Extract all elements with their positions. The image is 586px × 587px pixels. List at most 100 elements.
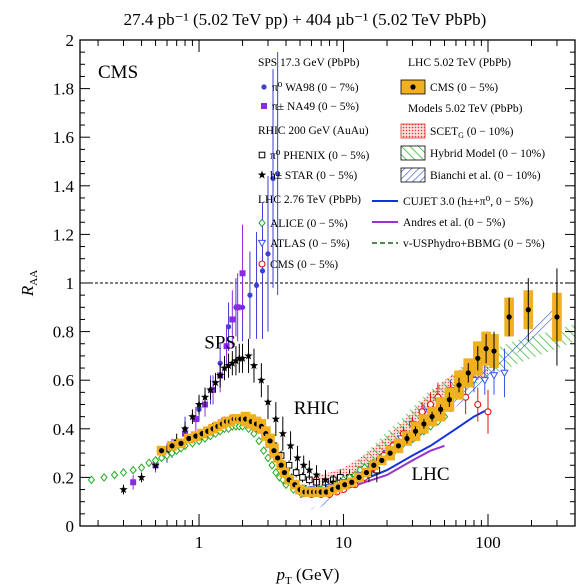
data-point [335,484,341,490]
y-tick-label: 1.2 [53,225,74,244]
legend-marker-star [257,170,267,179]
data-point [474,400,482,409]
data-point [168,448,176,458]
data-point [267,438,273,444]
data-point [321,475,330,484]
legend-swatch-bianchi [400,167,426,183]
data-point [119,485,128,494]
data-point [421,421,427,427]
y-tick-label: 0.8 [53,323,74,342]
legend-label-hybrid: Hybrid Model (0 − 10%) [430,148,545,160]
legend-marker-alice [258,218,266,228]
data-point [223,343,230,350]
data-point [235,353,244,362]
data-point [292,469,300,476]
legend-label-scet: SCETG (0 − 10%) [430,126,514,140]
data-point [231,356,241,365]
legend-label-scet-sub: G [458,131,464,140]
data-point [215,370,225,379]
data-point [286,441,295,450]
legend-label-cujet: CUJET 3.0 (h±+π⁰, 0 − 5%) [403,196,533,208]
legend-marker-atlas [257,239,267,248]
legend-label-andres: Andres et al. (0 − 5%) [403,217,505,229]
legend-label-vusp: v-USPhydro+BBMG (0 − 5%) [403,238,545,250]
data-point [349,479,355,485]
data-point [224,361,233,370]
data-point [387,450,393,456]
y-tick-label: 0.2 [53,468,74,487]
legend-heading-rhic: RHIC 200 GeV (AuAu) [258,125,369,137]
legend-label-scet-suffix: (0 − 10%) [464,126,514,138]
legend-marker-cms502 [410,84,416,90]
legend-label-cms276: CMS (0 − 5%) [270,259,338,271]
data-point [265,251,271,257]
data-point [305,465,314,474]
data-point [299,460,308,469]
data-point [371,462,377,468]
data-point [278,462,284,468]
legend-label-scet-main: SCET [430,126,458,138]
data-point [110,470,119,480]
data-point [404,435,410,442]
x-tick-label: 100 [475,533,501,552]
y-tick-label: 1.8 [53,80,74,99]
data-point [186,435,192,442]
data-point [228,358,237,367]
legend-box-frame [400,79,426,95]
data-point [395,443,402,449]
data-point [157,453,166,463]
x-axis-label: pT (GeV) [276,565,340,587]
data-point [225,324,232,330]
legend-swatch-hybrid [400,145,426,161]
data-point [329,477,338,486]
data-point [272,468,280,477]
data-point [281,469,288,476]
data-point [206,385,215,394]
data-point [253,282,260,289]
y-tick-label: 1.4 [53,177,75,196]
data-point [456,382,462,388]
data-point [234,304,241,311]
data-point [500,369,509,378]
x-tick-label: 10 [335,533,352,552]
chart-title: 27.4 pb⁻¹ (5.02 TeV pp) + 404 µb⁻¹ (5.02… [124,10,487,29]
data-point [418,408,426,416]
data-point [554,314,560,320]
data-point [475,355,481,361]
data-point [489,372,499,380]
data-point [426,400,435,409]
y-axis-label: RAA [18,270,40,297]
data-point [285,461,293,469]
data-point [255,436,263,446]
data-point [169,443,175,449]
region-label: RHIC [294,398,339,419]
y-tick-label: 1 [66,274,75,293]
data-point [194,400,204,409]
data-point [229,316,236,323]
model-band-1 [355,324,575,478]
data-point [200,392,210,401]
data-point [220,363,229,372]
data-point [412,428,419,434]
experiment-label: CMS [98,62,138,83]
region-label: SPS [204,333,236,354]
legend-heading-lhc276: LHC 2.76 TeV (PbPb) [258,194,361,206]
data-point [429,414,435,420]
legend-label-bianchi: Bianchi et al. (0 − 10%) [430,170,541,182]
series-0 [164,52,281,463]
data-point [210,386,217,393]
data-point [299,474,306,481]
data-point [379,457,385,463]
data-point [259,268,266,274]
data-point [158,448,165,454]
legend-label-alice: ALICE (0 − 5%) [270,218,348,230]
data-point [275,455,281,461]
data-point [483,346,489,352]
data-point [250,429,258,439]
legend-label-wa98: π⁰ WA98 (0 − 7%) [272,82,359,94]
data-point [192,416,199,423]
data-point [257,375,266,384]
data-point [484,408,492,416]
data-point [211,378,220,387]
